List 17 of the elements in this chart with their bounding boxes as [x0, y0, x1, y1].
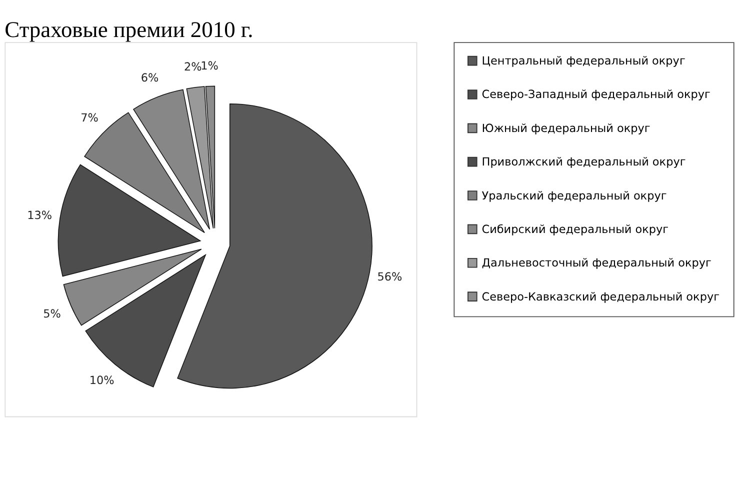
data-label: 6%: [140, 72, 159, 85]
legend-label: Центральный федеральный округ: [482, 54, 686, 68]
data-label: 2%: [184, 60, 202, 74]
legend-label: Уральский федеральный округ: [482, 189, 667, 202]
data-label: 10%: [89, 374, 115, 387]
legend-label: Южный федеральный округ: [482, 122, 650, 135]
legend-label: Дальневосточный федеральный округ: [482, 256, 712, 270]
data-label: 1%: [200, 59, 219, 72]
legend-label: Северо-Кавказский федеральный округ: [482, 290, 720, 304]
data-label: 7%: [80, 111, 99, 124]
data-label: 13%: [27, 209, 52, 222]
data-label: 56%: [377, 270, 403, 284]
legend-label: Приволжский федеральный округ: [482, 156, 686, 169]
legend-label: Сибирский федеральный округ: [482, 222, 669, 236]
legend-label: Северо-Западный федеральный округ: [482, 88, 710, 102]
data-label: 5%: [43, 308, 62, 321]
chart-title: Страховые премии 2010 г.: [4, 16, 254, 42]
